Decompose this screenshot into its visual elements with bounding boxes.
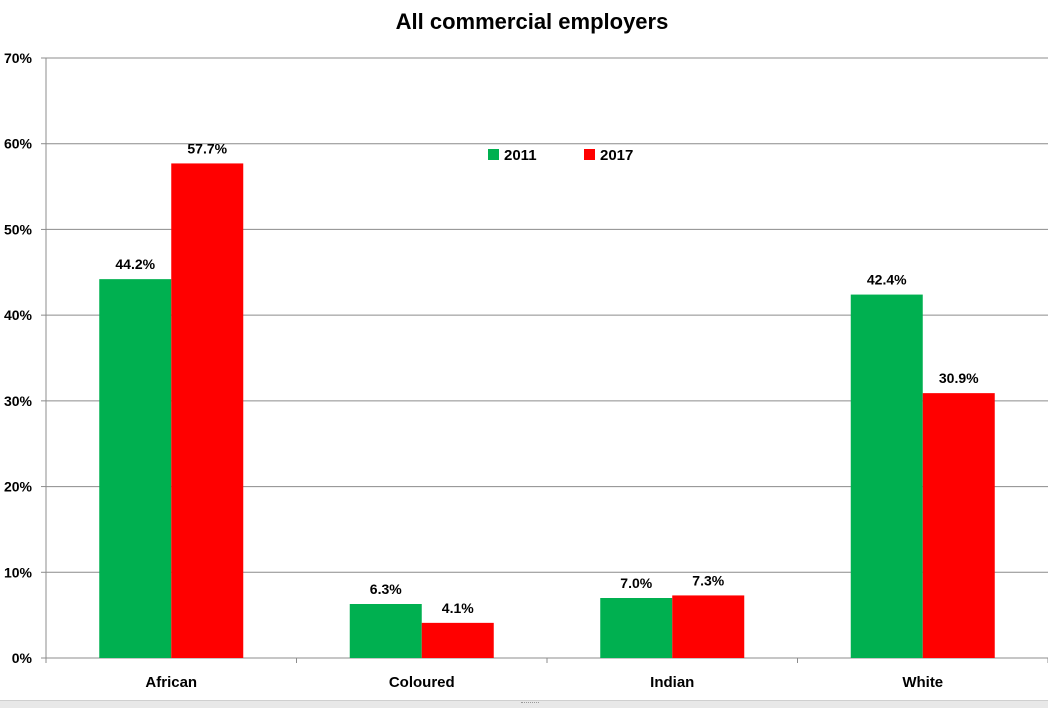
- data-label: 6.3%: [370, 581, 402, 597]
- data-label: 57.7%: [187, 140, 227, 156]
- bar-2017-indian: [672, 595, 745, 658]
- x-tick-labels: African Coloured Indian White: [145, 674, 943, 691]
- bar-2011-coloured: [349, 604, 422, 658]
- y-tick-label: 50%: [4, 221, 33, 237]
- window-bottom-strip: [0, 700, 1048, 708]
- data-label: 4.1%: [442, 600, 474, 616]
- y-tick-label: 0%: [12, 650, 33, 666]
- data-label: 42.4%: [867, 272, 907, 288]
- x-tick-label: African: [145, 674, 197, 691]
- bar-2017-african: [171, 163, 244, 658]
- data-label: 7.0%: [620, 575, 652, 591]
- y-tick-labels: 0% 10% 20% 30% 40% 50% 60% 70%: [4, 50, 33, 666]
- y-tick-label: 30%: [4, 393, 33, 409]
- y-tick-label: 20%: [4, 479, 33, 495]
- data-label: 44.2%: [115, 256, 155, 272]
- bars: [99, 163, 995, 658]
- bar-2017-coloured: [421, 622, 494, 658]
- chart-title: All commercial employers: [396, 9, 669, 34]
- y-tick-label: 60%: [4, 136, 33, 152]
- bar-2011-white: [850, 294, 923, 658]
- x-tick-label: White: [902, 674, 943, 691]
- legend-label: 2011: [504, 147, 537, 164]
- x-tick-label: Indian: [650, 674, 694, 691]
- legend: 2011 2017: [488, 147, 633, 164]
- data-label: 30.9%: [939, 370, 979, 386]
- bar-2011-indian: [600, 598, 673, 658]
- resize-grip-icon[interactable]: [521, 702, 539, 705]
- y-tick-label: 40%: [4, 307, 33, 323]
- y-tick-label: 10%: [4, 564, 33, 580]
- bar-2017-white: [922, 393, 995, 658]
- legend-swatch: [584, 149, 595, 160]
- data-labels: 44.2% 57.7% 6.3% 4.1% 7.0% 7.3% 42.4% 30.9%: [115, 140, 979, 615]
- x-tick-label: Coloured: [389, 674, 455, 691]
- legend-label: 2017: [600, 147, 633, 164]
- bar-2011-african: [99, 279, 172, 658]
- y-tick-label: 70%: [4, 50, 33, 66]
- data-label: 7.3%: [692, 572, 724, 588]
- legend-swatch: [488, 149, 499, 160]
